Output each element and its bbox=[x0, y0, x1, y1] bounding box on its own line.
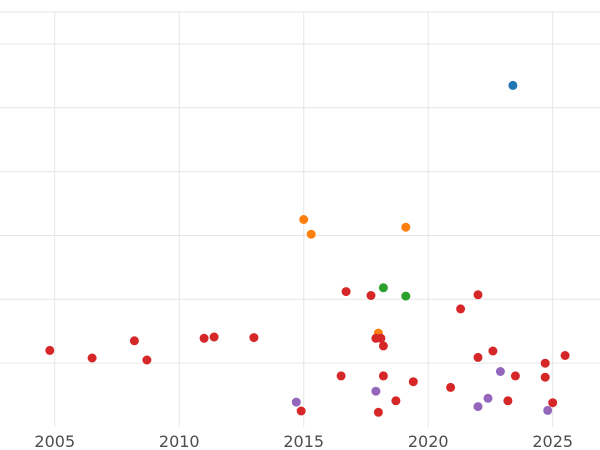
point-red-2 bbox=[129, 336, 139, 346]
point-purple-5 bbox=[543, 405, 553, 415]
point-purple-3 bbox=[483, 393, 493, 403]
point-red-5 bbox=[209, 332, 219, 342]
point-red-17 bbox=[408, 377, 418, 387]
point-red-22 bbox=[488, 346, 498, 356]
point-red-28 bbox=[560, 351, 570, 360]
point-red-12 bbox=[376, 333, 386, 343]
x-tick-label-2005: 2005 bbox=[34, 432, 75, 450]
point-red-19 bbox=[456, 304, 466, 314]
point-red-27 bbox=[548, 398, 558, 408]
point-red-20 bbox=[473, 290, 483, 300]
point-red-6 bbox=[249, 333, 259, 343]
x-tick-label-2025: 2025 bbox=[532, 432, 573, 450]
point-red-10 bbox=[366, 291, 376, 300]
x-tick-label-2010: 2010 bbox=[159, 432, 200, 450]
point-red-21 bbox=[473, 352, 483, 362]
point-green-1 bbox=[401, 291, 411, 301]
point-orange-1 bbox=[306, 229, 316, 239]
point-blue-0 bbox=[508, 80, 518, 90]
point-red-8 bbox=[336, 371, 346, 381]
point-purple-0 bbox=[291, 397, 301, 407]
point-red-15 bbox=[373, 407, 383, 417]
point-red-4 bbox=[199, 333, 209, 343]
point-red-24 bbox=[510, 371, 520, 381]
point-purple-1 bbox=[371, 386, 381, 396]
point-orange-2 bbox=[401, 222, 411, 232]
point-red-25 bbox=[540, 358, 550, 368]
point-red-26 bbox=[540, 372, 550, 382]
point-red-7 bbox=[296, 406, 306, 416]
point-red-14 bbox=[378, 341, 388, 351]
data-points bbox=[45, 80, 570, 417]
point-red-23 bbox=[503, 396, 513, 406]
gridlines bbox=[0, 11, 600, 427]
point-red-16 bbox=[391, 396, 401, 406]
point-red-18 bbox=[446, 382, 456, 392]
x-tick-label-2020: 2020 bbox=[408, 432, 449, 450]
point-red-3 bbox=[142, 355, 152, 365]
point-red-13 bbox=[378, 371, 388, 381]
point-red-1 bbox=[87, 353, 97, 363]
point-green-0 bbox=[378, 283, 388, 293]
point-purple-2 bbox=[473, 402, 483, 412]
x-axis-tick-labels: 2005 2010 2015 2020 2025 bbox=[34, 432, 573, 450]
point-purple-4 bbox=[495, 367, 505, 376]
x-tick-label-2015: 2015 bbox=[283, 432, 324, 450]
point-red-0 bbox=[45, 345, 55, 355]
point-red-9 bbox=[341, 287, 351, 297]
point-orange-0 bbox=[299, 215, 309, 224]
